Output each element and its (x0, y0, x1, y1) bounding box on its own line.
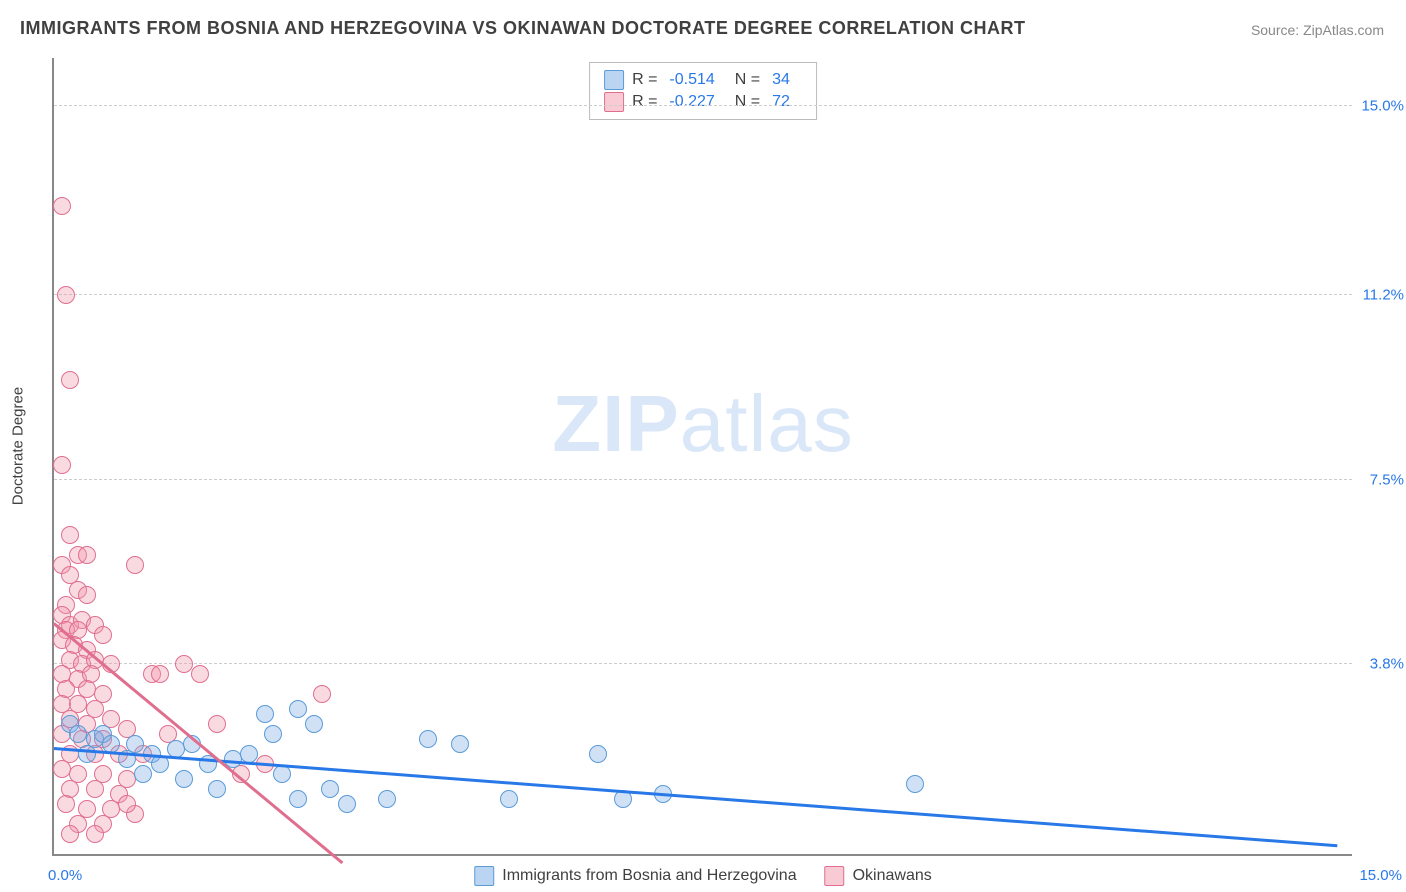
swatch-blue-icon (474, 866, 494, 886)
data-point (175, 655, 193, 673)
y-tick-label: 3.8% (1356, 656, 1404, 673)
data-point (256, 705, 274, 723)
r-label: R = (632, 71, 657, 89)
data-point (378, 790, 396, 808)
data-point (78, 546, 96, 564)
data-point (126, 735, 144, 753)
data-point (78, 586, 96, 604)
data-point (175, 770, 193, 788)
data-point (500, 790, 518, 808)
data-point (57, 286, 75, 304)
watermark-bold: ZIP (552, 379, 679, 468)
data-point (118, 795, 136, 813)
trend-line (54, 747, 1338, 847)
data-point (61, 526, 79, 544)
data-point (61, 371, 79, 389)
data-point (289, 790, 307, 808)
plot-area: ZIPatlas R = -0.514 N = 34 R = -0.227 N … (52, 58, 1352, 856)
n-label: N = (735, 93, 760, 111)
data-point (589, 745, 607, 763)
legend-item-pink: Okinawans (825, 866, 932, 886)
y-tick-label: 11.2% (1356, 287, 1404, 304)
data-point (451, 735, 469, 753)
x-tick-left: 0.0% (48, 867, 82, 884)
data-point (419, 730, 437, 748)
legend-item-blue: Immigrants from Bosnia and Herzegovina (474, 866, 796, 886)
watermark: ZIPatlas (552, 378, 853, 470)
data-point (53, 197, 71, 215)
r-value-blue: -0.514 (669, 71, 714, 89)
n-label: N = (735, 71, 760, 89)
data-point (906, 775, 924, 793)
data-point (191, 665, 209, 683)
legend-row-pink: R = -0.227 N = 72 (604, 92, 802, 112)
data-point (264, 725, 282, 743)
data-point (94, 626, 112, 644)
data-point (273, 765, 291, 783)
data-point (53, 760, 71, 778)
data-point (305, 715, 323, 733)
legend-label-blue: Immigrants from Bosnia and Herzegovina (502, 867, 796, 885)
gridline (54, 663, 1352, 664)
r-value-pink: -0.227 (669, 93, 714, 111)
data-point (134, 765, 152, 783)
watermark-rest: atlas (680, 379, 854, 468)
legend-series: Immigrants from Bosnia and Herzegovina O… (474, 866, 932, 886)
data-point (208, 780, 226, 798)
data-point (86, 825, 104, 843)
gridline (54, 294, 1352, 295)
x-tick-right: 15.0% (1359, 867, 1402, 884)
legend-label-pink: Okinawans (853, 867, 932, 885)
swatch-pink-icon (825, 866, 845, 886)
data-point (289, 700, 307, 718)
data-point (321, 780, 339, 798)
r-label: R = (632, 93, 657, 111)
gridline (54, 479, 1352, 480)
y-tick-label: 15.0% (1356, 97, 1404, 114)
data-point (313, 685, 331, 703)
data-point (57, 795, 75, 813)
y-tick-label: 7.5% (1356, 471, 1404, 488)
n-value-blue: 34 (772, 71, 790, 89)
data-point (338, 795, 356, 813)
swatch-blue-icon (604, 70, 624, 90)
data-point (86, 780, 104, 798)
chart-title: IMMIGRANTS FROM BOSNIA AND HERZEGOVINA V… (20, 18, 1026, 39)
data-point (69, 725, 87, 743)
n-value-pink: 72 (772, 93, 790, 111)
data-point (126, 556, 144, 574)
y-axis-label: Doctorate Degree (10, 387, 27, 505)
data-point (151, 665, 169, 683)
gridline (54, 105, 1352, 106)
data-point (208, 715, 226, 733)
data-point (61, 825, 79, 843)
data-point (53, 456, 71, 474)
legend-correlation: R = -0.514 N = 34 R = -0.227 N = 72 (589, 62, 817, 120)
source-label: Source: ZipAtlas.com (1251, 22, 1384, 38)
swatch-pink-icon (604, 92, 624, 112)
legend-row-blue: R = -0.514 N = 34 (604, 70, 802, 90)
